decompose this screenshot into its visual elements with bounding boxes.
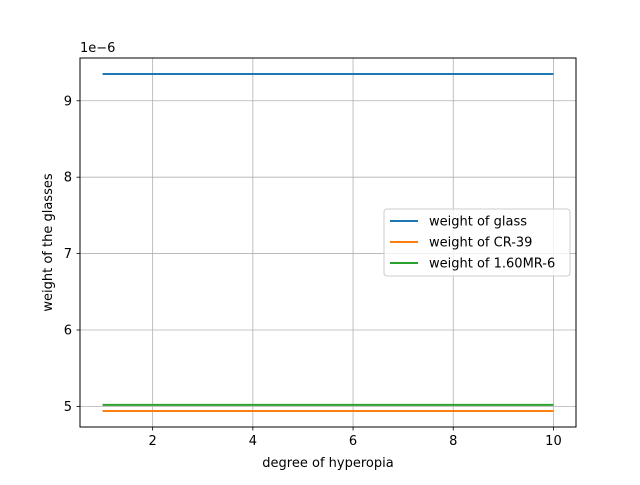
legend: weight of glass weight of CR-39 weight of … [383, 208, 571, 277]
x-tick-label: 6 [349, 434, 357, 449]
y-tick-label: 5 [64, 400, 72, 415]
x-tick-label: 2 [149, 434, 157, 449]
y-axis-offset-text: 1e−6 [80, 41, 115, 56]
x-tick-label: 10 [545, 434, 562, 449]
grid-lines [80, 58, 576, 427]
y-tick-label: 9 [64, 94, 72, 109]
y-axis-label: weight of the glasses [41, 173, 56, 311]
legend-label: weight of glass [429, 215, 527, 230]
axis-ticks: 2 4 6 8 10 5 6 7 8 9 [64, 94, 562, 449]
series-lines [102, 73, 554, 412]
y-tick-label: 8 [64, 171, 72, 186]
x-axis-label: degree of hyperopia [262, 456, 393, 471]
legend-label: weight of CR-39 [429, 236, 532, 251]
legend-box [383, 208, 571, 277]
plot-area-frame [79, 57, 577, 428]
x-tick-label: 8 [449, 434, 457, 449]
legend-label: weight of 1.60MR-6 [429, 257, 555, 272]
x-tick-label: 4 [249, 434, 257, 449]
y-tick-label: 6 [64, 323, 72, 338]
y-tick-label: 7 [64, 247, 72, 262]
